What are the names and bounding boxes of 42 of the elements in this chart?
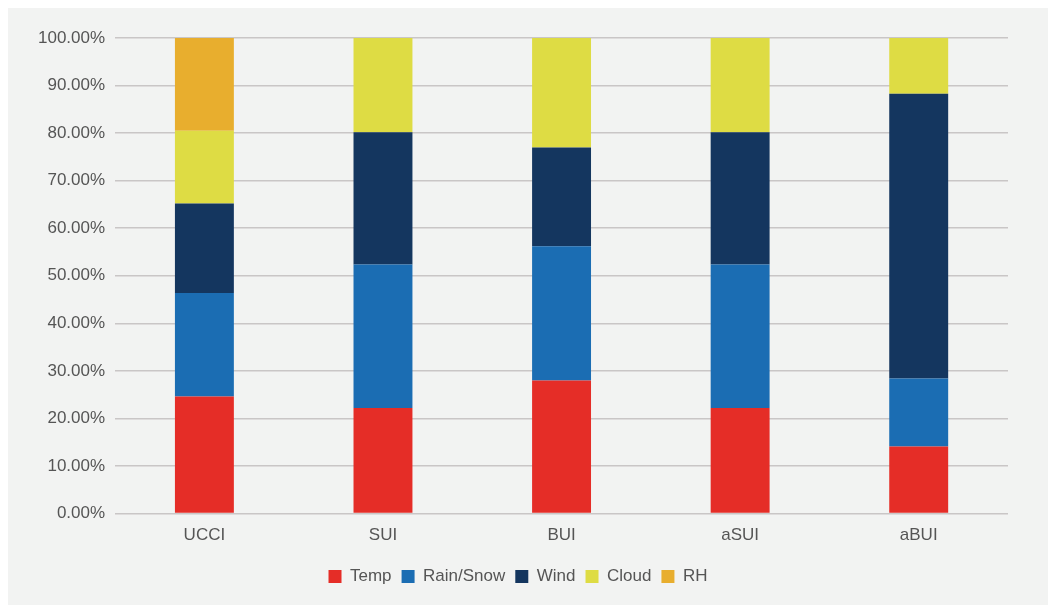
bar bbox=[889, 378, 949, 447]
y-tick-label: 60.00% bbox=[47, 217, 106, 237]
x-tick-label: UCCI bbox=[183, 525, 226, 545]
bar bbox=[532, 38, 592, 148]
x-tick-label: aSUI bbox=[721, 525, 760, 545]
bar bbox=[174, 292, 234, 397]
legend-label: Temp bbox=[350, 566, 392, 586]
bar bbox=[353, 408, 413, 513]
bar bbox=[353, 264, 413, 409]
y-tick-label: 80.00% bbox=[47, 122, 106, 142]
bar bbox=[174, 203, 234, 293]
x-tick-label: SUI bbox=[368, 525, 398, 545]
bar bbox=[174, 130, 234, 204]
legend-label: Cloud bbox=[607, 566, 652, 586]
bar bbox=[710, 264, 770, 409]
y-tick-label: 20.00% bbox=[47, 408, 106, 428]
x-tick-label: BUI bbox=[547, 525, 576, 545]
x-tick-label: aBUI bbox=[899, 525, 938, 545]
bar bbox=[353, 38, 413, 133]
bar bbox=[889, 38, 949, 94]
y-tick-label: 50.00% bbox=[47, 265, 106, 285]
bar bbox=[889, 93, 949, 379]
y-tick-label: 40.00% bbox=[47, 313, 106, 333]
bar bbox=[532, 246, 592, 381]
bar bbox=[710, 132, 770, 265]
legend-label: RH bbox=[682, 566, 708, 586]
legend-label: Rain/Snow bbox=[423, 566, 507, 586]
bar bbox=[532, 147, 592, 247]
y-tick-label: 30.00% bbox=[47, 360, 106, 380]
bar bbox=[532, 380, 592, 513]
bar bbox=[174, 396, 234, 513]
bar bbox=[174, 38, 234, 131]
y-tick-label: 90.00% bbox=[47, 75, 106, 95]
legend-label: Wind bbox=[536, 566, 576, 586]
bar bbox=[710, 408, 770, 513]
bar bbox=[353, 132, 413, 265]
y-tick-label: 100.00% bbox=[37, 27, 106, 47]
y-tick-label: 0.00% bbox=[56, 503, 106, 523]
bar bbox=[710, 38, 770, 133]
y-tick-label: 10.00% bbox=[47, 455, 106, 475]
y-tick-label: 70.00% bbox=[47, 170, 106, 190]
bar bbox=[889, 446, 949, 513]
